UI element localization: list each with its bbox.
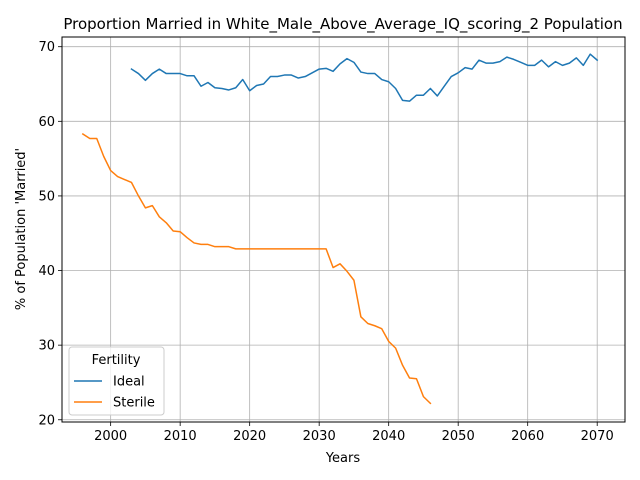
y-tick-label: 60: [38, 115, 55, 130]
x-tick-label: 2020: [233, 429, 266, 444]
legend-title: Fertility: [92, 353, 141, 368]
plot-frame: [61, 36, 626, 423]
x-tick-label: 2050: [442, 429, 475, 444]
y-tick-label: 20: [38, 413, 55, 428]
grid: [62, 37, 625, 422]
series-lines: [81, 53, 599, 405]
series-line-sterile: [81, 132, 432, 405]
y-tick-label: 40: [38, 264, 55, 279]
legend-label-sterile: Sterile: [113, 396, 155, 411]
y-tick-label: 70: [38, 40, 55, 55]
legend-label-ideal: Ideal: [113, 375, 145, 390]
axis-ticks: 2000 2010 2020 2030 2040 2050 2060 207020304050…: [38, 40, 613, 444]
y-tick-label: 30: [38, 339, 55, 354]
x-tick-label: 2070: [581, 429, 614, 444]
x-tick-label: 2010: [164, 429, 197, 444]
legend-box: [68, 346, 165, 416]
x-tick-label: 2030: [303, 429, 336, 444]
x-tick-label: 2040: [372, 429, 405, 444]
chart-title: Proportion Married in White_Male_Above_A…: [63, 15, 622, 34]
series-line-ideal: [130, 53, 599, 102]
x-tick-label: 2000: [94, 429, 127, 444]
x-axis-label: Years: [325, 451, 361, 466]
x-tick-label: 2060: [511, 429, 544, 444]
y-axis-label: % of Population 'Married': [14, 148, 29, 310]
legend: Fertility Ideal Sterile: [68, 346, 165, 416]
y-tick-label: 50: [38, 189, 55, 204]
